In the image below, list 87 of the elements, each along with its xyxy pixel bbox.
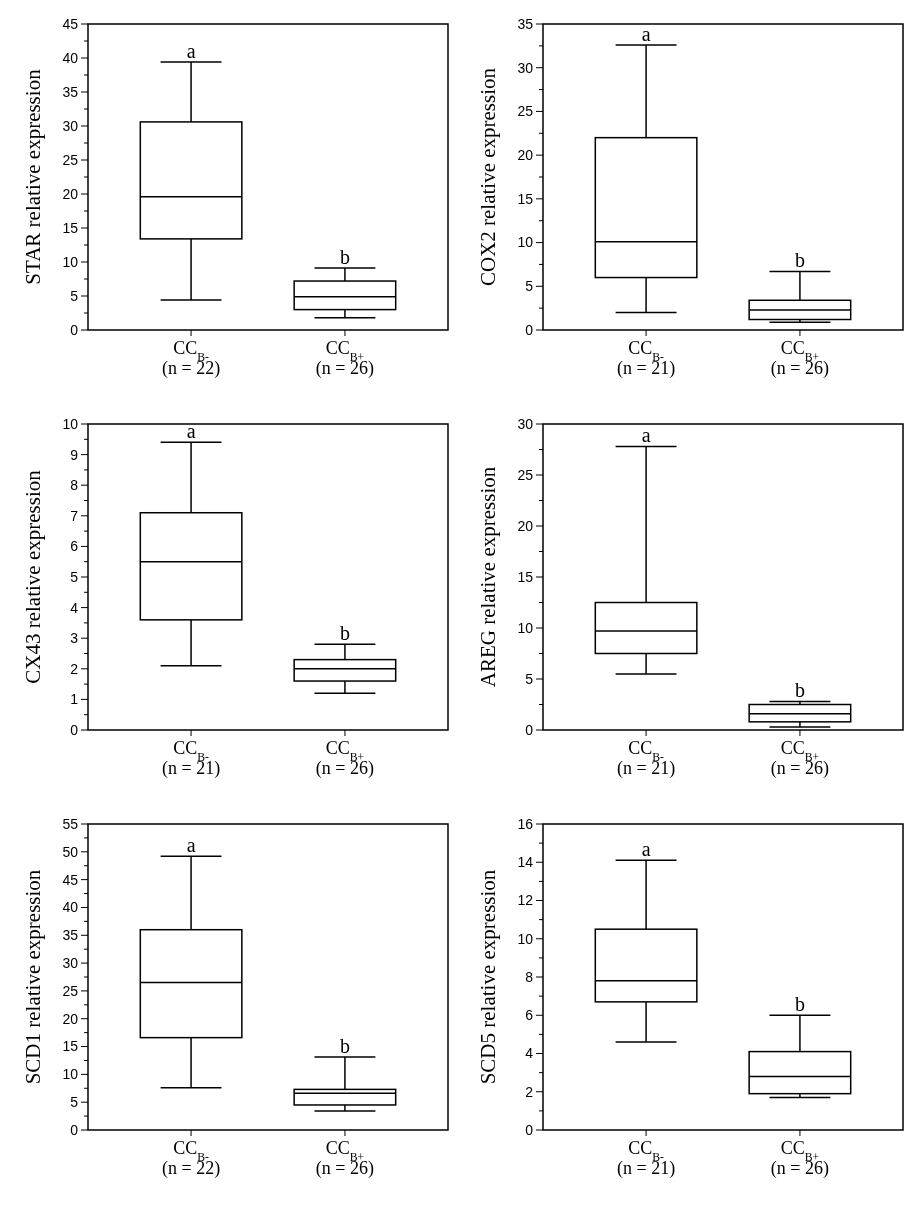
y-tick-label: 2 xyxy=(525,1083,534,1100)
y-axis-title: SCD1 relative expression xyxy=(21,869,45,1085)
y-tick-label: 8 xyxy=(525,968,534,985)
y-axis-title: STAR relative expression xyxy=(21,68,45,285)
y-tick-label: 45 xyxy=(62,15,79,32)
y-tick-label: 5 xyxy=(70,1094,79,1111)
y-tick-label: 15 xyxy=(62,1038,79,1055)
y-tick-label: 5 xyxy=(525,278,534,295)
x-tick-label: CC$_{B+}$ (n = 26) xyxy=(315,338,374,379)
y-tick-label: 30 xyxy=(517,59,534,76)
y-axis-title: SCD5 relative expression xyxy=(476,869,500,1085)
annotation: a xyxy=(186,834,196,857)
x-tick-label: CC$_{B+}$ (n = 26) xyxy=(315,1138,374,1179)
x-tick-label: CC$_{B-}$ (n = 21) xyxy=(617,738,676,779)
y-tick-label: 0 xyxy=(525,321,534,338)
annotation: b xyxy=(794,249,805,272)
y-axis-title: CX43 relative expression xyxy=(21,469,45,684)
y-tick-label: 2 xyxy=(70,660,79,677)
y-tick-label: 4 xyxy=(525,1045,534,1062)
y-tick-label: 0 xyxy=(70,321,79,338)
y-tick-label: 10 xyxy=(517,234,534,251)
annotation: a xyxy=(186,40,196,63)
annotation: b xyxy=(339,246,350,269)
x-tick-label: CC$_{B+}$ (n = 26) xyxy=(770,338,829,379)
y-tick-label: 30 xyxy=(62,954,79,971)
x-tick-label: CC$_{B-}$ (n = 22) xyxy=(162,1138,221,1179)
y-tick-label: 0 xyxy=(525,1121,534,1138)
x-tick-label: CC$_{B-}$ (n = 21) xyxy=(162,738,221,779)
y-tick-label: 3 xyxy=(70,630,79,647)
x-tick-label: CC$_{B+}$ (n = 26) xyxy=(315,738,374,779)
y-tick-label: 35 xyxy=(517,15,534,32)
y-tick-label: 14 xyxy=(517,854,534,871)
annotation: a xyxy=(186,420,196,443)
y-tick-label: 4 xyxy=(70,599,79,616)
y-tick-label: 15 xyxy=(517,568,534,585)
y-tick-label: 55 xyxy=(62,815,79,832)
y-tick-label: 0 xyxy=(525,721,534,738)
y-tick-label: 9 xyxy=(70,446,79,463)
y-tick-label: 25 xyxy=(62,982,79,999)
x-tick-label: CC$_{B-}$ (n = 22) xyxy=(162,338,221,379)
y-tick-label: 0 xyxy=(70,721,79,738)
y-tick-label: 50 xyxy=(62,843,79,860)
y-tick-label: 25 xyxy=(62,151,79,168)
y-axis-title: COX2 relative expression xyxy=(476,67,500,287)
y-tick-label: 15 xyxy=(517,190,534,207)
y-tick-label: 25 xyxy=(517,466,534,483)
y-tick-label: 30 xyxy=(517,415,534,432)
annotation: b xyxy=(794,679,805,702)
y-tick-label: 5 xyxy=(70,287,79,304)
y-tick-label: 20 xyxy=(517,147,534,164)
annotation: a xyxy=(641,424,651,447)
x-tick-label: CC$_{B+}$ (n = 26) xyxy=(770,1138,829,1179)
y-tick-label: 16 xyxy=(517,815,534,832)
y-tick-label: 10 xyxy=(517,619,534,636)
y-tick-label: 5 xyxy=(70,568,79,585)
annotation: b xyxy=(794,993,805,1016)
y-tick-label: 6 xyxy=(70,538,79,555)
y-tick-label: 5 xyxy=(525,670,534,687)
annotation: a xyxy=(641,22,651,45)
y-tick-label: 12 xyxy=(517,892,534,909)
y-tick-label: 45 xyxy=(62,871,79,888)
y-tick-label: 1 xyxy=(70,691,79,708)
y-tick-label: 10 xyxy=(517,930,534,947)
y-tick-label: 8 xyxy=(70,477,79,494)
y-tick-label: 40 xyxy=(62,49,79,66)
y-tick-label: 20 xyxy=(517,517,534,534)
y-tick-label: 7 xyxy=(70,507,79,524)
annotation: b xyxy=(339,622,350,645)
y-tick-label: 35 xyxy=(62,927,79,944)
y-tick-label: 35 xyxy=(62,83,79,100)
y-axis-title: AREG relative expression xyxy=(476,466,500,688)
y-tick-label: 10 xyxy=(62,1066,79,1083)
y-tick-label: 10 xyxy=(62,253,79,270)
x-tick-label: CC$_{B-}$ (n = 21) xyxy=(617,1138,676,1179)
annotation: a xyxy=(641,838,651,861)
y-tick-label: 20 xyxy=(62,1010,79,1027)
y-tick-label: 6 xyxy=(525,1007,534,1024)
y-tick-label: 40 xyxy=(62,899,79,916)
x-tick-label: CC$_{B-}$ (n = 21) xyxy=(617,338,676,379)
x-tick-label: CC$_{B+}$ (n = 26) xyxy=(770,738,829,779)
y-tick-label: 25 xyxy=(517,103,534,120)
y-tick-label: 0 xyxy=(70,1121,79,1138)
annotation: b xyxy=(339,1035,350,1058)
y-tick-label: 20 xyxy=(62,185,79,202)
y-tick-label: 30 xyxy=(62,117,79,134)
y-tick-label: 10 xyxy=(62,415,79,432)
y-tick-label: 15 xyxy=(62,219,79,236)
